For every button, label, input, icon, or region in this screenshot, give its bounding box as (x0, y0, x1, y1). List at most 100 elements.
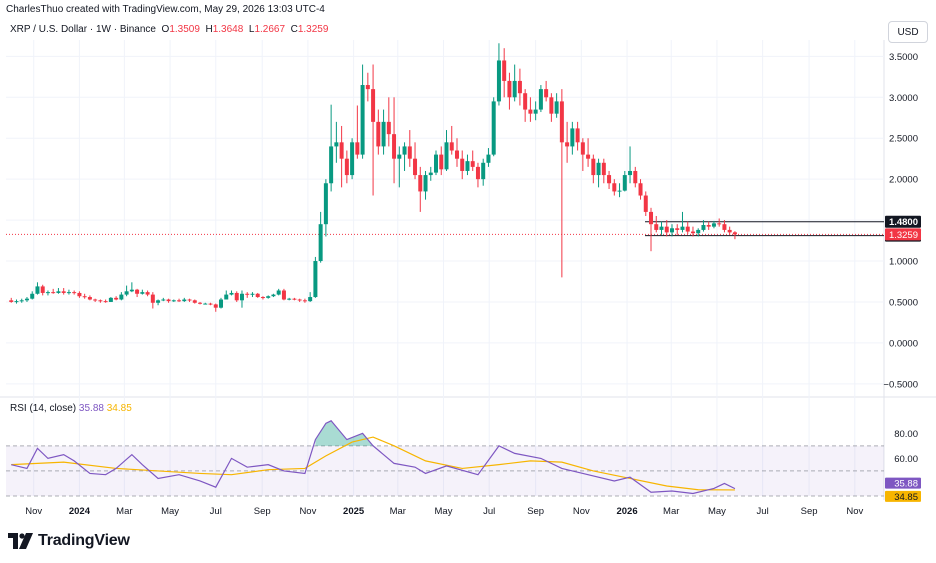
candle-body (323, 183, 328, 225)
symbol-legend: XRP / U.S. Dollar · 1W · Binance O1.3509… (10, 24, 328, 35)
candle-body (161, 299, 166, 301)
time-tick-label: Jul (483, 506, 495, 517)
candle-body (607, 175, 612, 184)
candle-body (517, 80, 522, 94)
candle-body (486, 154, 491, 163)
candle-body (171, 300, 176, 302)
candle-body (675, 228, 680, 230)
time-tick-label: 2025 (343, 506, 365, 517)
candle-body (528, 109, 533, 114)
candle-body (135, 289, 140, 294)
candle-body (680, 226, 685, 230)
candle-body (570, 128, 575, 147)
price-tick-label: 1.0000 (889, 257, 918, 268)
candle-body (224, 294, 229, 300)
candle-body (664, 226, 669, 233)
candle-body (187, 299, 192, 301)
rsi-tick-label: 80.00 (894, 429, 918, 440)
candle-body (24, 298, 29, 301)
currency-button[interactable]: USD (888, 21, 928, 43)
time-tick-label: Nov (573, 506, 590, 517)
time-tick-label: Mar (116, 506, 132, 517)
candle-body (287, 298, 292, 300)
candle-body (371, 89, 376, 122)
created-by-text: CharlesThuo created with TradingView.com… (6, 4, 325, 15)
candle-body (234, 292, 239, 301)
candle-body (586, 154, 591, 159)
candle-body (706, 225, 711, 227)
time-tick-label: Mar (390, 506, 406, 517)
price-tick-label: 2.5000 (889, 134, 918, 145)
candle-body (192, 300, 197, 303)
ohlc-open: O1.3509 (161, 24, 200, 35)
candle-body (344, 158, 349, 176)
symbol-title[interactable]: XRP / U.S. Dollar · 1W · Binance (10, 24, 156, 35)
rsi-ma-value: 34.85 (106, 403, 132, 414)
candle-body (250, 293, 255, 295)
candle-body (30, 293, 35, 299)
candle-body (292, 298, 297, 300)
level-price-tag (885, 215, 921, 228)
tradingview-logo-icon (8, 533, 33, 549)
candle-body (329, 146, 334, 184)
candle-body (365, 85, 370, 90)
candle-body (166, 299, 171, 302)
brand-name: TradingView (38, 532, 130, 549)
level-price-label: 1.4800 (889, 217, 918, 228)
candle-body (72, 292, 77, 294)
candle-body (297, 299, 302, 301)
candle-body (465, 161, 470, 171)
candle-body (61, 291, 66, 293)
time-tick-label: May (161, 506, 179, 517)
candle-body (628, 170, 633, 176)
candle-body (423, 175, 428, 192)
candle-body (45, 292, 50, 294)
candle-body (612, 183, 617, 192)
candle-body (66, 292, 71, 294)
price-tick-label: 0.0000 (889, 338, 918, 349)
candle-body (313, 261, 318, 298)
candle-body (439, 154, 444, 170)
rsi-band (6, 445, 884, 496)
candle-body (659, 226, 664, 230)
candle-body (523, 93, 528, 110)
candle-body (381, 121, 386, 147)
candle-body (56, 291, 61, 293)
candle-body (239, 293, 244, 301)
price-tick-label: 0.5000 (889, 297, 918, 308)
candle-body (669, 228, 674, 233)
time-tick-label: Nov (846, 506, 863, 517)
candle-body (418, 175, 423, 192)
candle-body (397, 154, 402, 159)
time-tick-label: May (435, 506, 453, 517)
candle-body (35, 286, 40, 294)
candle-body (140, 292, 145, 294)
candle-body (413, 158, 418, 176)
candle-body (150, 294, 155, 303)
candle-body (318, 224, 323, 262)
time-tick-label: Sep (527, 506, 544, 517)
last-price-tag (885, 228, 921, 241)
candle-body (470, 161, 475, 167)
candle-body (407, 146, 412, 159)
tradingview-logo[interactable]: TradingView (8, 532, 130, 550)
candle-body (727, 229, 732, 233)
candle-body (355, 142, 360, 155)
rsi-overbought-fill (315, 420, 374, 446)
candle-body (549, 97, 554, 114)
price-tick-label: −0.5000 (883, 379, 918, 390)
candle-body (449, 142, 454, 151)
candle-body (77, 292, 82, 297)
candle-body (14, 301, 19, 303)
rsi-value: 35.88 (78, 403, 104, 414)
price-tick-label: 2.0000 (889, 175, 918, 186)
candle-body (260, 297, 265, 299)
rsi-title[interactable]: RSI (14, close) (10, 403, 77, 414)
rsi-ma-line (11, 436, 735, 491)
candle-body (460, 158, 465, 171)
candle-body (544, 89, 549, 98)
rsi-value-tag (885, 477, 921, 489)
candle-body (654, 224, 659, 230)
